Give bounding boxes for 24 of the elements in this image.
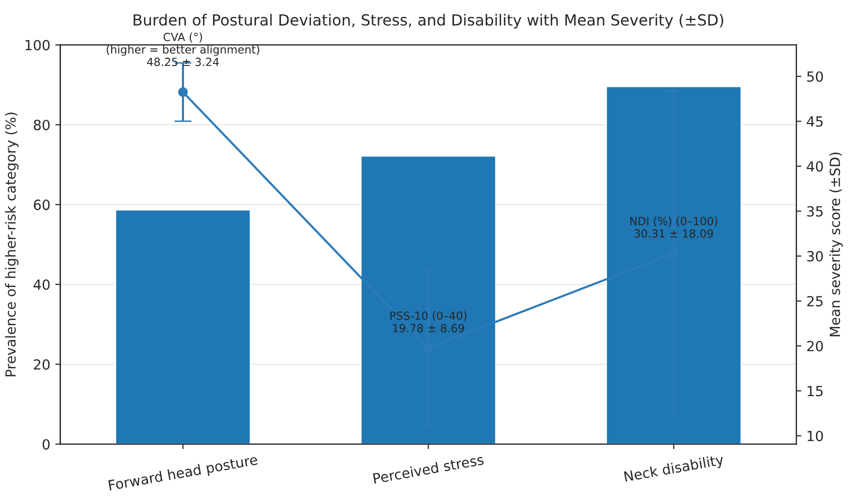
x-tick-label: Forward head posture — [108, 454, 258, 494]
x-tick-label: Perceived stress — [372, 454, 484, 484]
y2-tick-label: 45 — [806, 116, 823, 127]
y2-tick-label: 35 — [807, 206, 823, 217]
bar — [114, 209, 252, 444]
y-tick-label: 60 — [34, 200, 50, 210]
y-tick-label: 100 — [26, 40, 50, 50]
y2-tick-label: 50 — [807, 71, 823, 82]
annotation: PSS-10 (0–40) 19.78 ± 8.69 — [390, 311, 466, 332]
y2-axis-title: Mean severity score (±SD) — [829, 152, 843, 336]
y2-tick-label: 25 — [807, 296, 823, 306]
y2-tick-label: 40 — [806, 161, 823, 172]
y2-tick-label: 20 — [807, 340, 823, 352]
y-tick-label: 80 — [34, 120, 50, 130]
y-axis-title: Prevalence of higher-risk category (%) — [5, 112, 18, 376]
y2-tick-label: 30 — [807, 251, 823, 262]
chart-title: Burden of Postural Deviation, Stress, and Disability with Mean Severity (±SD) — [134, 14, 724, 29]
y2-tick-label: 15 — [808, 386, 823, 396]
y-tick-label: 0 — [42, 439, 50, 450]
y-tick-label: 40 — [34, 279, 50, 290]
annotation: NDI (%) (0–100) 30.31 ± 18.09 — [630, 216, 718, 238]
x-tick-label: Neck disability — [624, 454, 724, 484]
y-tick-label: 20 — [34, 359, 50, 370]
y2-tick-label: 10 — [808, 430, 823, 442]
